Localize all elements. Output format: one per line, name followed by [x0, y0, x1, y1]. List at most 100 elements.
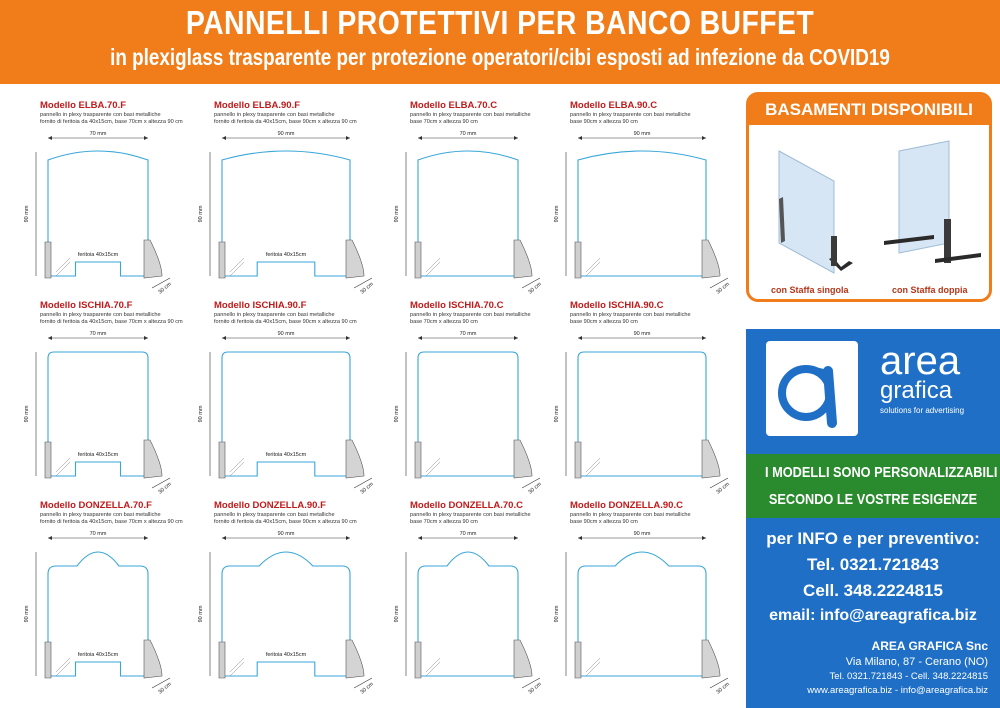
width-label: 90 mm: [634, 531, 651, 537]
depth-label: 30 cm: [715, 281, 731, 295]
panel-model: Modello DONZELLA.70.C pannello in plexy t…: [394, 500, 590, 698]
left-foot: [574, 241, 582, 279]
panel-model: Modello ELBA.70.C pannello in plexy trasp…: [394, 100, 590, 298]
right-foot: [513, 239, 533, 279]
width-label: 90 mm: [634, 131, 651, 137]
depth-label: 30 cm: [157, 681, 173, 695]
depth-label: 30 cm: [157, 481, 173, 495]
panel-drawing: 90 mm 90 mm 30 cm: [554, 131, 731, 296]
company-web[interactable]: www.areagrafica.biz - info@areagrafica.b…: [807, 685, 988, 696]
panel-title: Modello ISCHIA.70.C: [410, 300, 504, 311]
company-address: Via Milano, 87 - Cerano (NO): [845, 656, 988, 668]
panel-drawing: 90 mm 90 mm feritoia 40x15cm 30 cm: [198, 331, 375, 496]
left-base-sketch: [55, 257, 71, 277]
panel-description: pannello in plexy trasparente con basi m…: [214, 312, 357, 325]
panel-outline: [577, 150, 707, 277]
height-label: 90 mm: [24, 605, 30, 622]
depth-label: 30 cm: [715, 481, 731, 495]
single-bracket-image: [778, 150, 853, 274]
width-label: 90 mm: [634, 331, 651, 337]
panel-drawing: 70 mm 90 mm 30 cm: [394, 331, 543, 496]
panel-title: Modello ISCHIA.90.C: [570, 300, 664, 311]
panel-outline: [221, 150, 351, 277]
panel-outline: [47, 551, 149, 677]
depth-dimension-line: [151, 677, 171, 689]
brand-name-area: area: [880, 339, 961, 383]
panel-model: Modello ISCHIA.90.F pannello in plexy tra…: [198, 300, 394, 498]
depth-dimension-line: [353, 677, 373, 689]
left-base-sketch: [585, 657, 601, 677]
right-foot: [143, 439, 163, 479]
left-base-sketch: [425, 257, 441, 277]
depth-label: 30 cm: [157, 281, 173, 295]
contact-panel: area grafica solutions for advertising I…: [746, 329, 1000, 708]
brand-tagline: solutions for advertising: [880, 406, 965, 415]
height-label: 90 mm: [394, 605, 400, 622]
panel-description: pannello in plexy trasparente con basi m…: [410, 312, 531, 325]
left-base-sketch: [425, 457, 441, 477]
depth-dimension-line: [521, 477, 541, 489]
left-foot: [574, 441, 582, 479]
panel-title: Modello DONZELLA.70.C: [410, 500, 523, 511]
panel-outline: [577, 351, 707, 477]
left-foot: [414, 241, 422, 279]
panel-outline: [417, 551, 519, 677]
panel-outline: [221, 551, 351, 677]
right-foot: [345, 239, 365, 279]
panel-title: Modello ISCHIA.90.F: [214, 300, 307, 311]
height-label: 90 mm: [394, 405, 400, 422]
panel-description: pannello in plexy trasparente con basi m…: [410, 512, 531, 525]
width-label: 70 mm: [90, 131, 107, 137]
left-base-sketch: [229, 257, 245, 277]
depth-label: 30 cm: [715, 681, 731, 695]
slot-label: feritoia 40x15cm: [266, 652, 307, 658]
panel-title: Modello ELBA.90.C: [570, 100, 658, 111]
height-label: 90 mm: [198, 605, 204, 622]
panel-model: Modello ELBA.90.F pannello in plexy trasp…: [198, 100, 394, 298]
panel-outline: [47, 150, 149, 277]
height-label: 90 mm: [24, 205, 30, 222]
panel-outline: [577, 551, 707, 677]
height-label: 90 mm: [554, 405, 560, 422]
bases-title: BASAMENTI DISPONIBILI: [749, 95, 989, 125]
tel-number[interactable]: Tel. 0321.721843: [806, 555, 939, 574]
left-foot: [44, 241, 52, 279]
depth-label: 30 cm: [527, 681, 543, 695]
depth-dimension-line: [521, 277, 541, 289]
panel-outline: [221, 351, 351, 477]
height-label: 90 mm: [554, 605, 560, 622]
height-label: 90 mm: [554, 205, 560, 222]
right-foot: [143, 639, 163, 679]
right-foot: [701, 439, 721, 479]
left-base-sketch: [425, 657, 441, 677]
slot-label: feritoia 40x15cm: [78, 252, 119, 258]
depth-label: 30 cm: [527, 281, 543, 295]
right-foot: [701, 239, 721, 279]
width-label: 90 mm: [278, 531, 295, 537]
depth-label: 30 cm: [359, 481, 375, 495]
left-foot: [44, 441, 52, 479]
width-label: 70 mm: [460, 531, 477, 537]
email-link[interactable]: email: info@areagrafica.biz: [769, 607, 977, 624]
depth-dimension-line: [151, 277, 171, 289]
right-foot: [513, 439, 533, 479]
panel-drawing: 70 mm 90 mm feritoia 40x15cm 30 cm: [24, 531, 173, 696]
panel-drawing: 90 mm 90 mm 30 cm: [554, 331, 731, 496]
panel-description: pannello in plexy trasparente con basi m…: [570, 312, 691, 325]
panel-drawing: 70 mm 90 mm 30 cm: [394, 131, 543, 296]
width-label: 70 mm: [90, 531, 107, 537]
left-foot: [218, 441, 226, 479]
panel-description: pannello in plexy trasparente con basi m…: [40, 112, 183, 125]
panel-model: Modello ISCHIA.70.F pannello in plexy tra…: [24, 300, 220, 498]
base-images: [778, 140, 981, 274]
panel-drawing: 70 mm 90 mm feritoia 40x15cm 30 cm: [24, 331, 173, 496]
panel-drawing: 90 mm 90 mm feritoia 40x15cm 30 cm: [198, 531, 375, 696]
right-foot: [345, 439, 365, 479]
panel-model: Modello DONZELLA.70.F pannello in plexy t…: [24, 500, 220, 698]
page-subtitle: in plexiglass trasparente per protezione…: [110, 44, 890, 70]
cell-number[interactable]: Cell. 348.2224815: [803, 581, 943, 600]
double-bracket-label: con Staffa doppia: [892, 285, 968, 295]
depth-label: 30 cm: [359, 281, 375, 295]
panel-title: Modello ELBA.70.C: [410, 100, 498, 111]
left-foot: [44, 641, 52, 679]
